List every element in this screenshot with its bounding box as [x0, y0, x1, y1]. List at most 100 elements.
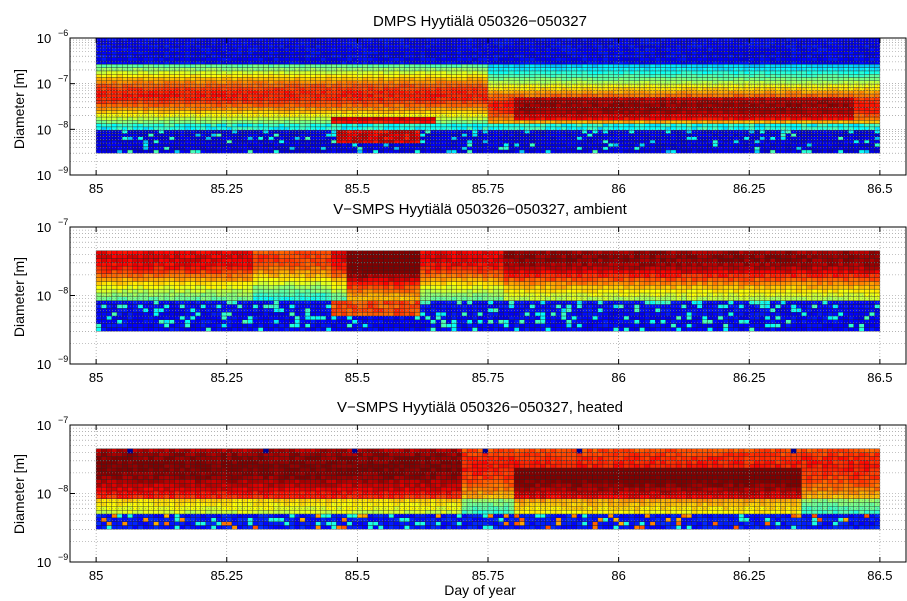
- heatmap-cell: [660, 120, 666, 124]
- heatmap-cell: [576, 100, 583, 105]
- heatmap-cell: [806, 143, 813, 147]
- heatmap-cell: [503, 41, 510, 45]
- heatmap-cell: [837, 103, 844, 108]
- heatmap-cell: [247, 120, 254, 124]
- heatmap-cell: [540, 97, 546, 101]
- heatmap-cell: [545, 70, 551, 75]
- heatmap-cell: [95, 77, 102, 81]
- heatmap-cell: [456, 129, 463, 134]
- heatmap-cell: [461, 103, 468, 108]
- heatmap-cell: [184, 143, 191, 147]
- heatmap-cell: [493, 80, 499, 85]
- heatmap-cell: [796, 41, 802, 45]
- heatmap-cell: [576, 77, 583, 81]
- heatmap-cell: [294, 116, 301, 121]
- heatmap-cell: [785, 64, 792, 68]
- heatmap-cell: [341, 77, 348, 81]
- heatmap-cell: [691, 97, 698, 101]
- heatmap-cell: [686, 143, 692, 147]
- heatmap-cell: [534, 74, 541, 78]
- heatmap-cell: [498, 64, 504, 68]
- heatmap-cell: [775, 149, 781, 154]
- heatmap-cell: [393, 123, 400, 128]
- heatmap-cell: [404, 139, 410, 144]
- heatmap-cell: [320, 146, 327, 151]
- heatmap-cell: [806, 60, 813, 65]
- heatmap-cell: [686, 87, 692, 91]
- heatmap-cell: [372, 149, 379, 154]
- heatmap-cell: [268, 146, 274, 151]
- heatmap-cell: [320, 100, 327, 105]
- heatmap-cell: [644, 143, 651, 147]
- heatmap-cell: [137, 74, 144, 78]
- heatmap-cell: [357, 146, 363, 151]
- heatmap-cell: [257, 41, 264, 45]
- heatmap-cell: [749, 146, 755, 151]
- heatmap-cell: [796, 113, 802, 118]
- heatmap-cell: [811, 97, 818, 101]
- heatmap-cell: [409, 74, 416, 78]
- heatmap-cell: [618, 41, 625, 45]
- heatmap-cell: [132, 41, 139, 45]
- heatmap-cell: [304, 110, 311, 114]
- heatmap-cell: [790, 129, 797, 134]
- heatmap-cell: [179, 149, 186, 154]
- heatmap-cell: [383, 90, 389, 95]
- heatmap-cell: [325, 97, 332, 101]
- heatmap-cell: [122, 146, 128, 151]
- heatmap-cell: [618, 123, 625, 128]
- heatmap-cell: [446, 93, 452, 98]
- heatmap-cell: [357, 70, 363, 75]
- heatmap-cell: [749, 149, 755, 154]
- heatmap-cell: [707, 123, 713, 128]
- heatmap-cell: [414, 110, 421, 114]
- heatmap-cell: [205, 110, 212, 114]
- heatmap-cell: [247, 77, 254, 81]
- heatmap-cell: [362, 70, 369, 75]
- heatmap-cell: [137, 149, 144, 154]
- heatmap-cell: [790, 90, 797, 95]
- heatmap-cell: [367, 143, 374, 147]
- heatmap-cell: [158, 120, 165, 124]
- heatmap-cell: [555, 90, 562, 95]
- heatmap-cell: [498, 97, 504, 101]
- heatmap-cell: [769, 74, 776, 78]
- heatmap-cell: [184, 67, 191, 72]
- heatmap-cell: [806, 67, 813, 72]
- heatmap-cell: [832, 126, 839, 131]
- heatmap-cell: [466, 146, 473, 151]
- heatmap-cell: [351, 57, 358, 62]
- heatmap-cell: [707, 64, 713, 68]
- heatmap-cell: [472, 67, 478, 72]
- heatmap-cell: [184, 64, 191, 68]
- heatmap-cell: [383, 100, 389, 105]
- heatmap-cell: [142, 90, 149, 95]
- heatmap-cell: [555, 143, 562, 147]
- heatmap-cell: [446, 110, 452, 114]
- heatmap-cell: [195, 60, 201, 65]
- heatmap-cell: [388, 143, 395, 147]
- heatmap-cell: [367, 103, 374, 108]
- heatmap-cell: [404, 50, 410, 55]
- heatmap-cell: [754, 100, 760, 105]
- heatmap-cell: [205, 100, 212, 105]
- heatmap-cell: [545, 143, 551, 147]
- heatmap-cell: [331, 87, 337, 91]
- heatmap-cell: [707, 83, 713, 88]
- heatmap-cell: [796, 139, 802, 144]
- heatmap-cell: [722, 120, 729, 124]
- heatmap-cell: [111, 93, 118, 98]
- heatmap-cell: [367, 93, 374, 98]
- heatmap-cell: [790, 143, 797, 147]
- heatmap-cell: [435, 74, 442, 78]
- heatmap-cell: [555, 103, 562, 108]
- heatmap-cell: [346, 143, 353, 147]
- heatmap-cell: [357, 60, 363, 65]
- heatmap-cell: [440, 143, 447, 147]
- heatmap-cell: [169, 113, 175, 118]
- heatmap-cell: [655, 41, 661, 45]
- heatmap-cell: [733, 74, 739, 78]
- heatmap-cell: [346, 60, 353, 65]
- heatmap-cell: [325, 100, 332, 105]
- heatmap-cell: [775, 67, 781, 72]
